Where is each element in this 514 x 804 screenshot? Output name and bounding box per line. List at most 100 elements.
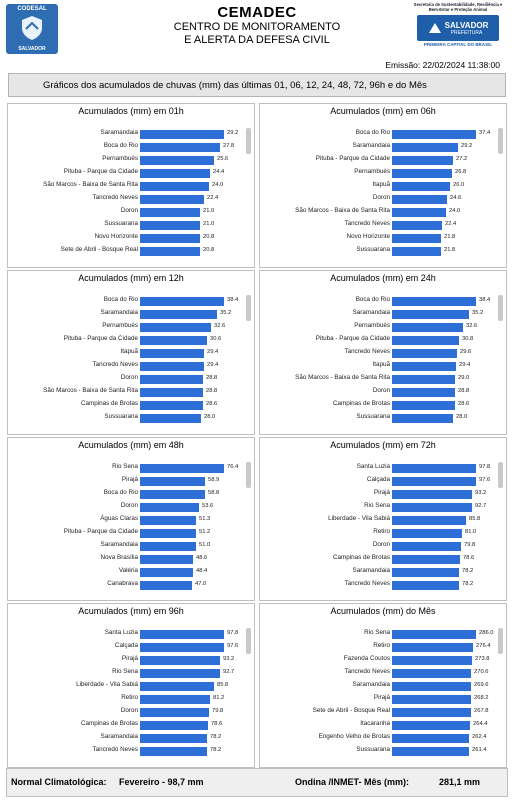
data-label: 286.0 — [479, 630, 494, 636]
category-label: Engenho Velho de Brotas — [318, 733, 390, 740]
data-label: 24.0 — [449, 208, 461, 214]
chart-title: Acumulados (mm) em 12h — [78, 273, 184, 283]
chart-panel: Acumulados (mm) em 72h Santa Luzia 97.8 Cal… — [259, 437, 507, 601]
category-label: Boca do Rio — [355, 296, 390, 303]
chart-title: Acumulados (mm) em 24h — [330, 273, 436, 283]
chart-scrollbar[interactable] — [498, 628, 503, 654]
category-label: Sete de Abril - Bosque Real — [312, 707, 390, 714]
chart-scrollbar[interactable] — [246, 462, 251, 488]
category-label: Boca do Rio — [103, 142, 138, 149]
data-label: 78.6 — [463, 555, 475, 561]
chart-row: Pirajá 268.2 — [260, 693, 500, 706]
category-label: Rio Sena — [364, 502, 390, 509]
category-label: Sussuarana — [104, 413, 138, 420]
chart-row: Rio Sena 286.0 — [260, 628, 500, 641]
data-label: 58.9 — [208, 477, 220, 483]
category-label: Itapuã — [372, 181, 390, 188]
data-bar — [140, 721, 208, 730]
category-label: Tancredo Neves — [344, 220, 390, 227]
data-bar — [392, 734, 469, 743]
data-label: 28.8 — [458, 388, 470, 394]
category-label: Itapuã — [120, 348, 138, 355]
chart-scrollbar[interactable] — [498, 462, 503, 488]
category-label: Campinas de Brotas — [80, 400, 138, 407]
data-label: 26.8 — [455, 169, 467, 175]
data-label: 37.4 — [479, 130, 491, 136]
salvador-logo-text: SALVADOR — [444, 20, 489, 30]
category-label: Calçada — [366, 476, 390, 483]
category-label: Tancredo Neves — [92, 746, 138, 753]
data-label: 47.0 — [195, 581, 207, 587]
chart-row: Pituba - Parque da Cidade 30.8 — [260, 334, 500, 347]
chart-row: Pituba - Parque da Cidade 24.4 — [8, 167, 248, 180]
data-bar — [392, 529, 462, 538]
category-label: Campinas de Brotas — [332, 400, 390, 407]
footer-bar: Normal Climatológica: Fevereiro - 98,7 m… — [6, 768, 508, 797]
data-label: 21.0 — [203, 208, 215, 214]
chart-row: Pituba - Parque da Cidade 30.6 — [8, 334, 248, 347]
category-label: Saramandaia — [100, 309, 138, 316]
data-label: 97.8 — [479, 464, 491, 470]
category-label: São Marcos - Baixa de Santa Rita — [43, 181, 138, 188]
chart-row: São Marcos - Baixa de Santa Rita 24.0 — [260, 206, 500, 219]
data-label: 53.6 — [202, 503, 214, 509]
prefeitura-logo: Secretaria de Sustentabilidade, Resiliên… — [412, 2, 504, 47]
category-label: Saramandaia — [352, 142, 390, 149]
data-bar — [392, 477, 476, 486]
data-bar — [140, 630, 224, 639]
data-label: 79.8 — [464, 542, 476, 548]
category-label: Saramandaia — [100, 733, 138, 740]
data-label: 28.0 — [456, 414, 468, 420]
data-label: 29.0 — [458, 375, 470, 381]
category-label: Pituba - Parque da Cidade — [315, 155, 390, 162]
chart-row: Saramandaia 29.2 — [260, 141, 500, 154]
data-label: 29.4 — [207, 362, 219, 368]
data-label: 51.2 — [199, 529, 211, 535]
data-label: 81.2 — [213, 695, 225, 701]
category-label: Pirajá — [121, 655, 138, 662]
data-label: 48.4 — [196, 568, 208, 574]
data-label: 51.0 — [199, 542, 211, 548]
data-label: 29.4 — [459, 362, 471, 368]
chart-scrollbar[interactable] — [246, 628, 251, 654]
data-label: 22.4 — [207, 195, 219, 201]
data-bar — [392, 414, 453, 423]
page-header: CEMADEC CENTRO DE MONITORAMENTO E ALERTA… — [120, 4, 394, 47]
data-bar — [140, 747, 207, 756]
chart-row: Santa Luzia 97.8 — [260, 462, 500, 475]
emission-timestamp: Emissão: 22/02/2024 11:38:00 — [385, 60, 500, 70]
data-bar — [392, 503, 472, 512]
chart-panel: Acumulados (mm) em 12h Boca do Rio 38.4 Sar… — [7, 270, 255, 435]
data-label: 81.0 — [465, 529, 477, 535]
data-bar — [140, 388, 203, 397]
chart-row: Calçada 97.6 — [260, 475, 500, 488]
category-label: Boca do Rio — [103, 489, 138, 496]
chart-panel: Acumulados (mm) do Mês Rio Sena 286.0 Retir… — [259, 603, 507, 768]
chart-row: Tancredo Neves 78.2 — [260, 579, 500, 592]
chart-row: Campinas de Brotas 78.6 — [8, 719, 248, 732]
data-bar — [140, 695, 210, 704]
data-label: 92.7 — [223, 669, 235, 675]
chart-row: Pirajá 93.2 — [260, 488, 500, 501]
data-label: 28.8 — [206, 388, 218, 394]
data-bar — [392, 247, 441, 256]
data-label: 28.8 — [206, 375, 218, 381]
chart-scrollbar[interactable] — [246, 295, 251, 321]
data-label: 27.8 — [223, 143, 235, 149]
chart-scrollbar[interactable] — [498, 295, 503, 321]
chart-row: Calçada 97.6 — [8, 641, 248, 654]
data-label: 30.6 — [210, 336, 222, 342]
chart-scrollbar[interactable] — [246, 128, 251, 154]
category-label: Campinas de Brotas — [332, 554, 390, 561]
data-label: 38.4 — [479, 297, 491, 303]
data-label: 32.6 — [214, 323, 226, 329]
chart-row: Tancredo Neves 78.2 — [8, 745, 248, 758]
data-bar — [392, 656, 472, 665]
shield-icon — [22, 16, 42, 40]
category-label: Pernambués — [102, 155, 138, 162]
data-label: 261.4 — [472, 747, 487, 753]
chart-scrollbar[interactable] — [498, 128, 503, 154]
chart-row: Sete de Abril - Bosque Real 20.8 — [8, 245, 248, 258]
category-label: Doron — [120, 502, 138, 509]
category-label: Doron — [372, 194, 390, 201]
